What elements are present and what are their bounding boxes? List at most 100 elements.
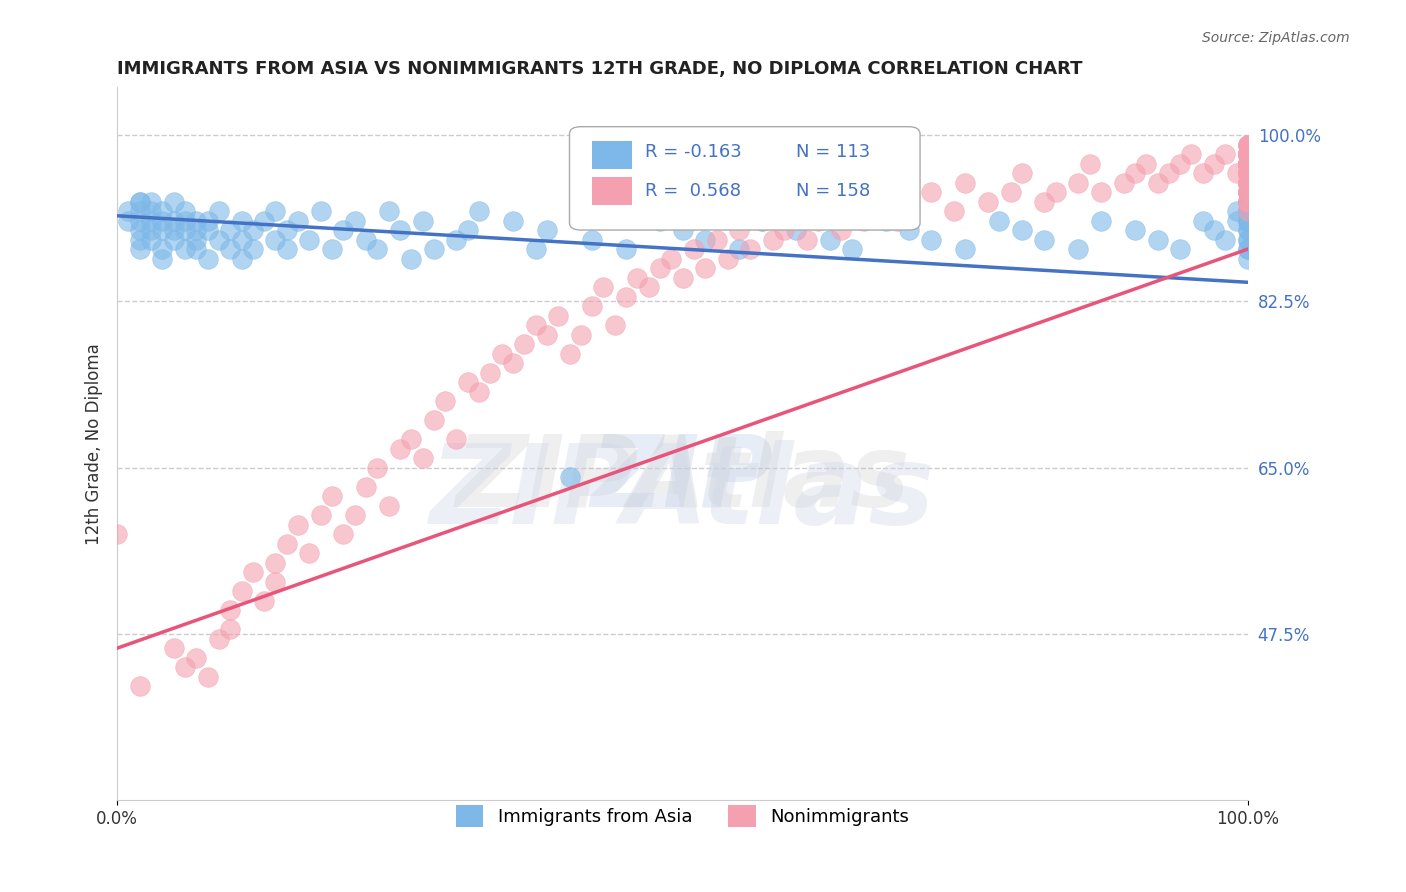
- Point: [163, 233, 186, 247]
- Point: [231, 252, 253, 266]
- Point: [671, 270, 693, 285]
- Point: [1157, 166, 1180, 180]
- Point: [457, 223, 479, 237]
- Point: [287, 517, 309, 532]
- Point: [852, 213, 875, 227]
- Point: [1237, 147, 1260, 161]
- Point: [1033, 194, 1056, 209]
- Point: [671, 223, 693, 237]
- Point: [253, 593, 276, 607]
- Point: [1237, 156, 1260, 170]
- Point: [773, 223, 796, 237]
- Point: [197, 213, 219, 227]
- Point: [174, 213, 197, 227]
- Point: [1237, 156, 1260, 170]
- Point: [186, 650, 208, 665]
- Point: [457, 375, 479, 389]
- Point: [411, 213, 433, 227]
- Point: [536, 327, 558, 342]
- Point: [128, 223, 150, 237]
- Point: [174, 223, 197, 237]
- Point: [1237, 166, 1260, 180]
- Point: [1237, 156, 1260, 170]
- Text: ZIP: ZIP: [591, 431, 775, 528]
- Point: [242, 242, 264, 256]
- Point: [1168, 156, 1191, 170]
- Point: [920, 233, 942, 247]
- Point: [128, 194, 150, 209]
- Point: [1191, 213, 1213, 227]
- Point: [468, 204, 491, 219]
- Point: [1215, 233, 1237, 247]
- Point: [1237, 185, 1260, 199]
- Point: [1237, 223, 1260, 237]
- Point: [197, 670, 219, 684]
- Point: [298, 233, 321, 247]
- Point: [197, 223, 219, 237]
- Point: [1237, 156, 1260, 170]
- Point: [818, 233, 841, 247]
- Point: [186, 233, 208, 247]
- Point: [1237, 204, 1260, 219]
- Point: [332, 223, 354, 237]
- Point: [128, 242, 150, 256]
- Point: [1180, 147, 1202, 161]
- Point: [264, 233, 287, 247]
- Point: [1067, 242, 1090, 256]
- Point: [366, 460, 388, 475]
- Point: [1237, 194, 1260, 209]
- Point: [1237, 156, 1260, 170]
- Point: [208, 233, 231, 247]
- Point: [468, 384, 491, 399]
- Point: [298, 546, 321, 560]
- Point: [841, 242, 863, 256]
- Point: [502, 356, 524, 370]
- Point: [614, 289, 637, 303]
- Point: [287, 213, 309, 227]
- Point: [388, 442, 411, 456]
- Point: [1237, 204, 1260, 219]
- Point: [411, 451, 433, 466]
- Point: [1237, 156, 1260, 170]
- Point: [276, 536, 298, 550]
- Point: [592, 280, 614, 294]
- Point: [1237, 147, 1260, 161]
- Point: [1237, 176, 1260, 190]
- Point: [1237, 185, 1260, 199]
- Point: [388, 223, 411, 237]
- Point: [1112, 176, 1135, 190]
- Point: [163, 213, 186, 227]
- Point: [1237, 166, 1260, 180]
- Point: [728, 242, 751, 256]
- Point: [1237, 204, 1260, 219]
- Point: [706, 233, 728, 247]
- Text: Source: ZipAtlas.com: Source: ZipAtlas.com: [1202, 31, 1350, 45]
- Point: [1237, 242, 1260, 256]
- Point: [581, 233, 603, 247]
- Point: [491, 346, 513, 360]
- Point: [1226, 213, 1249, 227]
- Point: [1237, 147, 1260, 161]
- Point: [1237, 176, 1260, 190]
- Point: [208, 632, 231, 646]
- Point: [648, 213, 671, 227]
- Point: [1237, 194, 1260, 209]
- Point: [740, 242, 762, 256]
- Point: [1237, 204, 1260, 219]
- Point: [1033, 233, 1056, 247]
- Point: [830, 223, 852, 237]
- Point: [152, 204, 174, 219]
- Point: [152, 213, 174, 227]
- Point: [163, 641, 186, 656]
- Point: [547, 309, 569, 323]
- Point: [863, 204, 886, 219]
- Point: [1011, 223, 1033, 237]
- Point: [163, 194, 186, 209]
- Point: [1237, 185, 1260, 199]
- Point: [1237, 137, 1260, 152]
- Text: R = -0.163: R = -0.163: [645, 143, 742, 161]
- Point: [1202, 223, 1225, 237]
- Point: [1202, 156, 1225, 170]
- Point: [818, 204, 841, 219]
- Point: [128, 204, 150, 219]
